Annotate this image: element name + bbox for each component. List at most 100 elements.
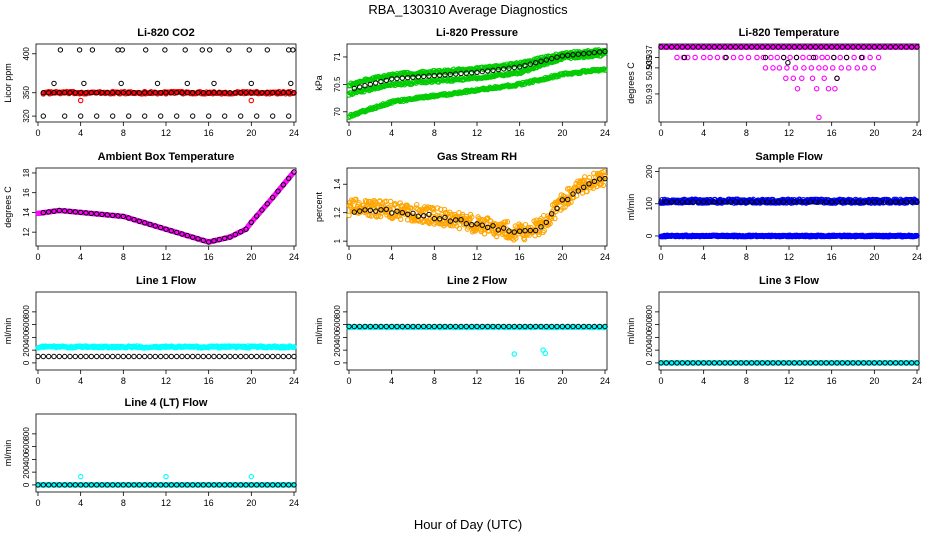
data-point	[372, 323, 379, 330]
x-tick-label: 0	[35, 498, 40, 508]
data-points	[658, 196, 920, 240]
data-point	[437, 206, 444, 213]
data-point	[61, 89, 68, 96]
data-point	[554, 323, 560, 330]
data-point	[733, 199, 739, 205]
data-point	[575, 188, 581, 194]
data-point	[887, 199, 893, 205]
data-points	[35, 169, 297, 245]
x-tick-label: 12	[472, 376, 482, 386]
data-point	[184, 232, 191, 239]
chart-title: Line 4 (LT) Flow	[125, 397, 208, 409]
data-point	[104, 353, 111, 360]
data-point	[200, 353, 207, 360]
data-point	[206, 353, 212, 360]
x-tick-label: 12	[472, 252, 482, 262]
data-point	[684, 199, 691, 205]
x-tick-label: 8	[744, 252, 749, 262]
data-point	[802, 360, 808, 366]
data-point	[56, 207, 62, 214]
data-point	[511, 323, 518, 330]
data-point	[104, 482, 111, 488]
data-point	[211, 482, 217, 488]
data-point	[35, 482, 41, 488]
data-point	[533, 227, 539, 234]
data-point	[152, 482, 159, 488]
y-tick-label: 0	[22, 482, 31, 487]
data-point	[434, 205, 441, 211]
data-point	[586, 174, 593, 181]
data-point	[88, 482, 95, 488]
data-point	[765, 360, 771, 366]
x-tick-label: 20	[246, 376, 256, 386]
data-point	[195, 482, 201, 488]
data-point	[790, 75, 797, 82]
data-point	[570, 191, 576, 197]
data-point	[692, 54, 698, 61]
data-point	[834, 44, 840, 50]
data-point	[855, 44, 862, 50]
data-point	[456, 225, 463, 232]
data-point	[474, 69, 480, 75]
plot-frame	[658, 291, 920, 371]
data-point	[781, 199, 787, 205]
data-point	[754, 199, 760, 205]
data-point	[775, 44, 782, 50]
data-point	[152, 89, 159, 96]
data-point	[94, 211, 100, 217]
data-point	[211, 353, 217, 360]
data-point	[110, 353, 116, 360]
data-point	[88, 210, 95, 217]
x-tick-label: 24	[912, 376, 922, 386]
data-point	[88, 353, 95, 360]
data-point	[238, 89, 244, 96]
data-point	[46, 353, 52, 360]
data-point	[586, 181, 592, 187]
data-point	[701, 360, 707, 366]
data-point	[405, 323, 411, 330]
data-point	[506, 228, 512, 234]
data-point	[914, 199, 920, 205]
data-point	[158, 224, 164, 231]
data-point	[506, 65, 512, 71]
data-point	[781, 54, 787, 61]
data-point	[447, 323, 454, 330]
x-tick-label: 12	[472, 128, 482, 138]
data-point	[243, 482, 249, 488]
data-points	[346, 323, 608, 357]
data-point	[723, 54, 729, 61]
data-point	[679, 44, 685, 50]
data-point	[367, 81, 373, 88]
data-point	[533, 60, 539, 66]
y-tick-label: 50.935	[645, 55, 654, 80]
x-tick-label: 12	[161, 128, 171, 138]
data-point	[78, 353, 84, 360]
data-point	[270, 113, 276, 119]
data-point	[781, 44, 787, 50]
data-point	[797, 199, 803, 205]
data-point	[564, 194, 570, 200]
data-point	[110, 89, 116, 96]
data-point	[104, 89, 111, 96]
data-point	[823, 360, 830, 366]
data-point	[383, 77, 390, 83]
data-point	[270, 482, 276, 488]
data-point	[565, 323, 571, 330]
x-tick-label: 4	[701, 376, 706, 386]
y-tick-label: 600	[333, 317, 342, 331]
data-point	[291, 89, 297, 96]
data-point	[807, 360, 814, 366]
data-point	[397, 216, 404, 223]
data-point	[270, 194, 276, 201]
data-point	[142, 113, 148, 119]
x-tick-label: 20	[869, 128, 879, 138]
data-point	[701, 199, 707, 205]
data-point	[442, 72, 448, 78]
data-points	[40, 47, 297, 119]
data-point	[816, 65, 822, 71]
data-point	[909, 199, 915, 205]
data-point	[437, 323, 443, 330]
data-point	[785, 60, 791, 66]
data-point	[51, 89, 57, 96]
